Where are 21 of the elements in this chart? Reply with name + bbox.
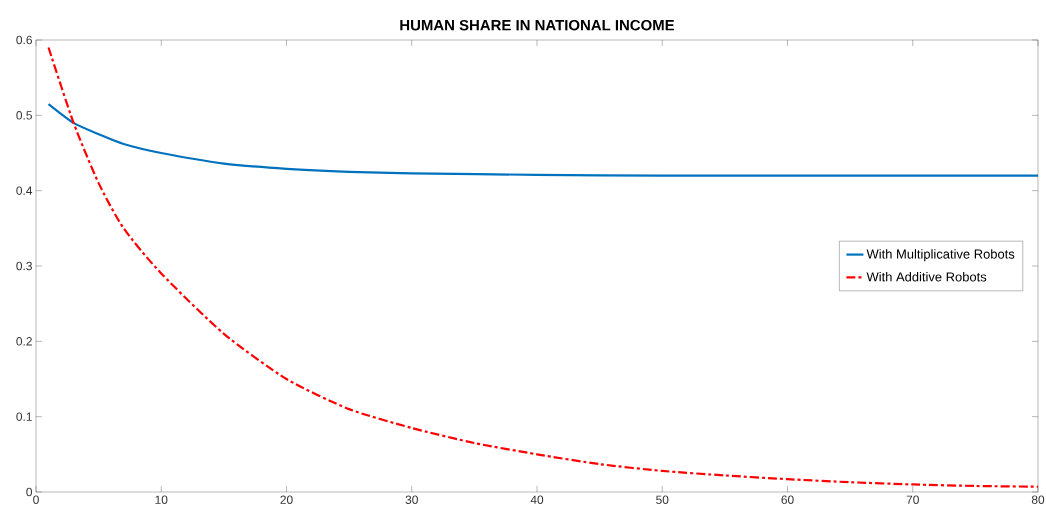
line-series [47,46,1038,488]
y-tick-label: 0.6 [16,35,32,45]
y-tick-label: 0.3 [16,261,32,271]
y-tick-label: 0 [26,487,33,497]
chart-title: HUMAN SHARE IN NATIONAL INCOME [400,19,675,31]
x-tick-label: 0 [33,495,39,504]
legend-label: With Multiplicative Robots [866,249,1015,262]
y-tick-label: 0.5 [16,111,32,120]
x-tick-label: 80 [1031,495,1045,504]
x-tick-label: 50 [656,495,669,504]
x-tick-label: 30 [405,495,418,504]
line-series [47,102,1038,177]
y-tick-label: 0.2 [16,337,32,346]
x-tick-label: 20 [280,495,293,504]
x-tick-label: 60 [781,495,794,504]
y-tick-label: 0.4 [16,186,33,195]
x-tick-label: 70 [906,495,919,504]
y-tick-label: 0.1 [16,412,32,421]
x-tick-label: 10 [155,495,168,504]
x-tick-label: 40 [530,495,544,504]
legend-label: With Additive Robots [866,271,987,282]
